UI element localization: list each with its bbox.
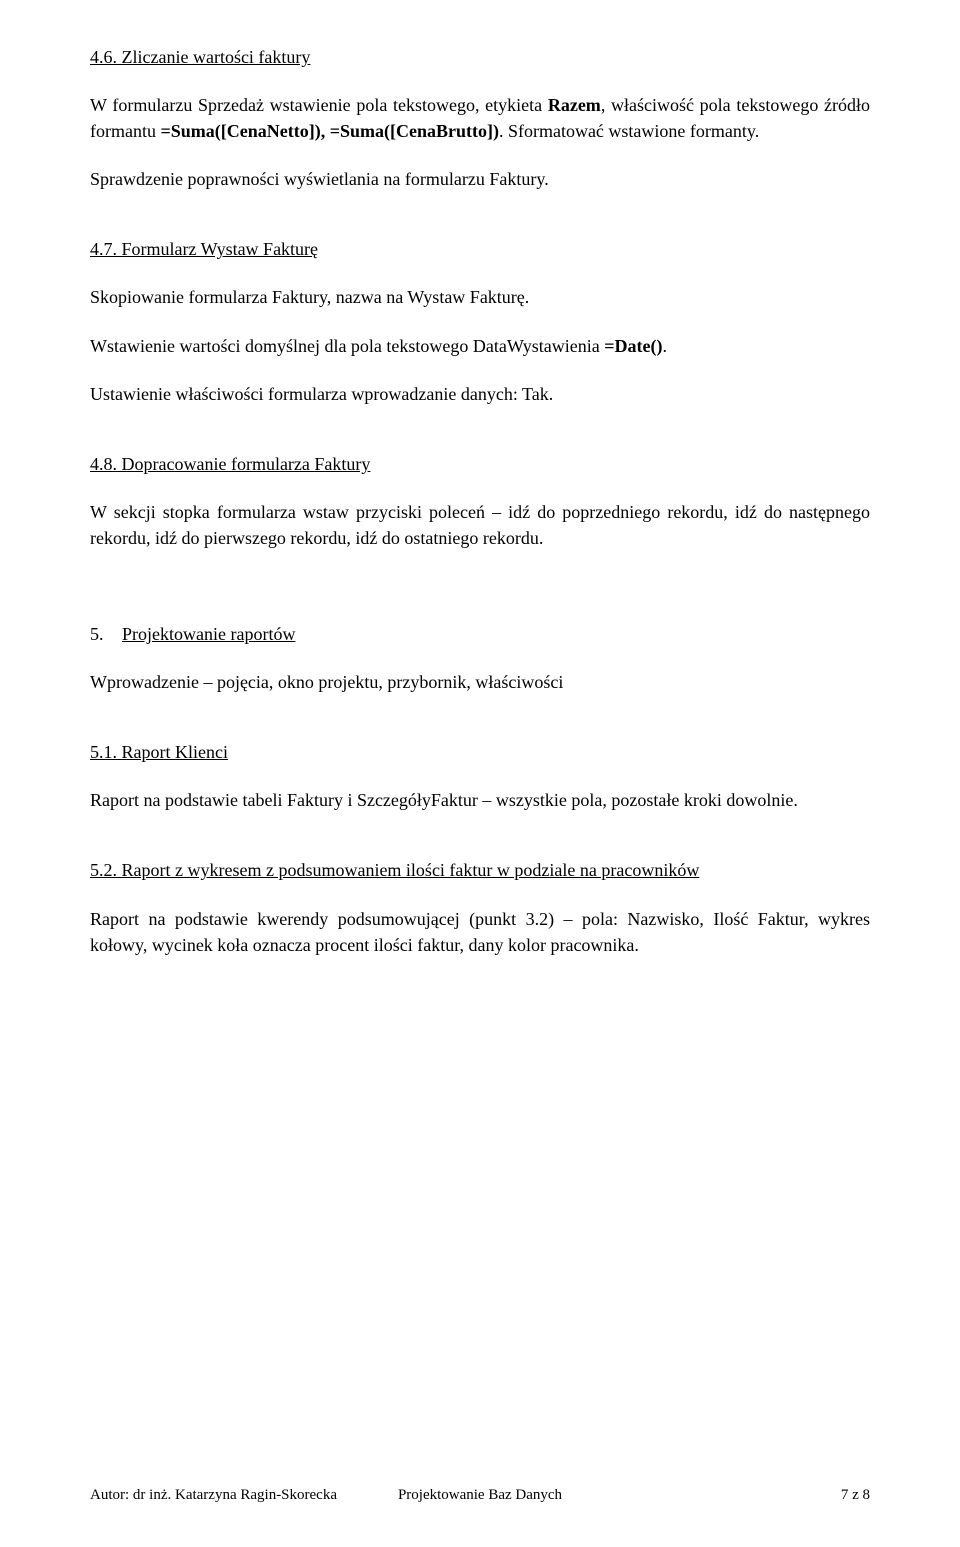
section-4-8-p1: W sekcji stopka formularza wstaw przycis… [90,499,870,551]
section-4-7-heading: 4.7. Formularz Wystaw Fakturę [90,236,870,262]
section-4-8-heading: 4.8. Dopracowanie formularza Faktury [90,451,870,477]
section-4-6: 4.6. Zliczanie wartości faktury W formul… [90,44,870,192]
section-5-heading: 5. Projektowanie raportów [90,621,870,647]
section-5-1-p1: Raport na podstawie tabeli Faktury i Szc… [90,787,870,813]
footer-title: Projektowanie Baz Danych [398,1485,562,1507]
footer-author: Autor: dr inż. Katarzyna Ragin-Skorecka [90,1485,337,1507]
section-4-7-p3: Ustawienie właściwości formularza wprowa… [90,381,870,407]
text: . Sformatować wstawione formanty. [499,121,759,141]
text: W formularzu Sprzedaż wstawienie pola te… [90,95,548,115]
section-4-7: 4.7. Formularz Wystaw Fakturę Skopiowani… [90,236,870,406]
footer-page-number: 7 z 8 [841,1485,870,1507]
section-4-6-p2: Sprawdzenie poprawności wyświetlania na … [90,166,870,192]
section-5-num: 5. [90,621,122,647]
section-5-2-p1: Raport na podstawie kwerendy podsumowują… [90,906,870,958]
section-4-6-p1: W formularzu Sprzedaż wstawienie pola te… [90,92,870,144]
section-5-2: 5.2. Raport z wykresem z podsumowaniem i… [90,857,870,957]
section-5-title: Projektowanie raportów [122,621,295,647]
section-4-6-heading: 4.6. Zliczanie wartości faktury [90,44,870,70]
section-5-p1: Wprowadzenie – pojęcia, okno projektu, p… [90,669,870,695]
section-4-8: 4.8. Dopracowanie formularza Faktury W s… [90,451,870,551]
page-footer: Autor: dr inż. Katarzyna Ragin-Skorecka … [90,1485,870,1507]
date-formula: =Date() [604,336,662,356]
section-4-7-p1: Skopiowanie formularza Faktury, nazwa na… [90,284,870,310]
text: . [663,336,668,356]
section-5-2-heading: 5.2. Raport z wykresem z podsumowaniem i… [90,857,870,883]
section-5-1-heading: 5.1. Raport Klienci [90,739,870,765]
text: Wstawienie wartości domyślnej dla pola t… [90,336,604,356]
suma-formula: =Suma([CenaNetto]), =Suma([CenaBrutto]) [160,121,498,141]
section-5-1: 5.1. Raport Klienci Raport na podstawie … [90,739,870,813]
razem-label: Razem [548,95,601,115]
section-4-7-p2: Wstawienie wartości domyślnej dla pola t… [90,333,870,359]
section-5: 5. Projektowanie raportów Wprowadzenie –… [90,621,870,695]
